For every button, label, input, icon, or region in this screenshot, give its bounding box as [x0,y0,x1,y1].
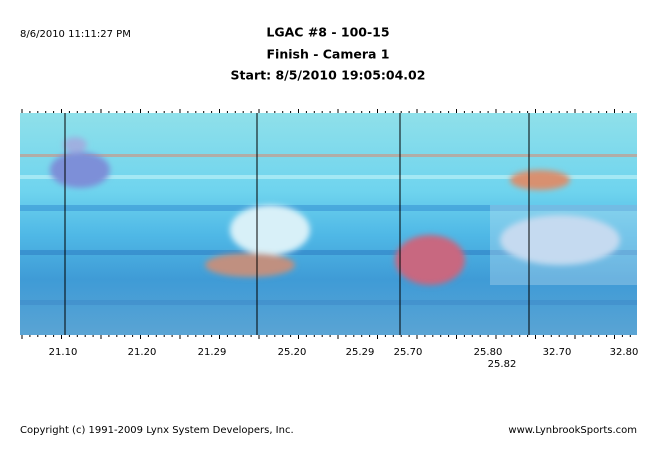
time-label: 25.70 [394,347,423,358]
subtitle: Finish - Camera 1 [267,47,390,62]
time-label: 25.80 [474,347,503,358]
time-label: 21.20 [128,347,157,358]
time-label: 25.82 [488,359,517,370]
start-time: Start: 8/5/2010 19:05:04.02 [231,68,426,83]
ruler [21,109,631,339]
time-label: 32.80 [610,347,639,358]
timestamp: 8/6/2010 11:11:27 PM [20,29,131,40]
time-label: 25.20 [278,347,307,358]
time-label: 21.29 [198,347,227,358]
title: LGAC #8 - 100-15 [266,25,389,40]
time-label: 25.29 [346,347,375,358]
finish-image [20,113,637,335]
time-labels: 21.10 21.20 21.29 25.20 25.29 25.70 25.8025.82… [49,347,639,370]
copyright: Copyright (c) 1991-2009 Lynx System Deve… [20,425,294,436]
time-label: 32.70 [543,347,572,358]
website: www.LynbrookSports.com [508,425,637,436]
time-label: 21.10 [49,347,78,358]
